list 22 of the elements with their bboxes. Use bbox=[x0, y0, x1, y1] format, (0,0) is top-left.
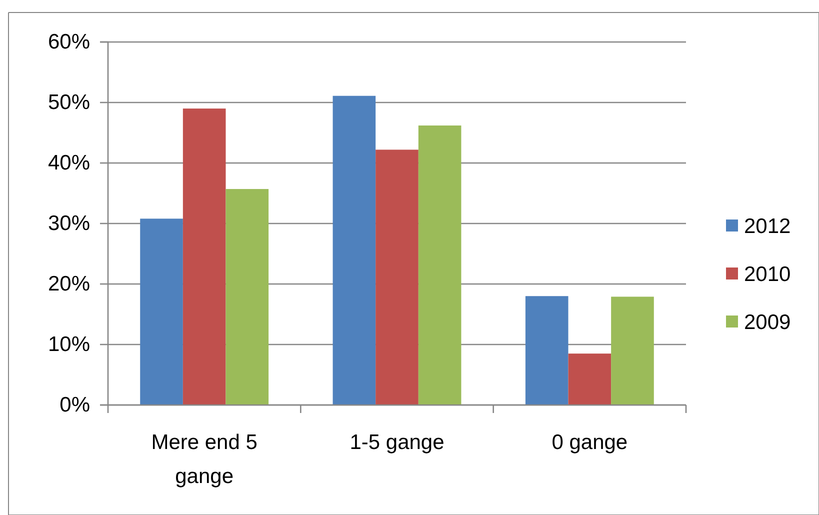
bar bbox=[376, 150, 418, 405]
y-tick-label: 20% bbox=[48, 272, 90, 296]
x-tick-label: 0 gange bbox=[552, 431, 628, 454]
y-tick-label: 0% bbox=[60, 394, 90, 417]
bar bbox=[568, 354, 612, 405]
x-tick-label: 1-5 gange bbox=[350, 431, 444, 454]
y-tick-label: 30% bbox=[48, 212, 90, 236]
bar bbox=[332, 96, 376, 405]
legend-label: 2012 bbox=[744, 214, 791, 238]
legend-label: 2010 bbox=[744, 262, 791, 286]
y-tick-label: 60% bbox=[48, 30, 90, 54]
bar bbox=[182, 108, 226, 405]
bar bbox=[226, 189, 269, 405]
legend-label: 2009 bbox=[744, 310, 791, 334]
bar bbox=[140, 218, 183, 405]
y-tick-label: 10% bbox=[48, 333, 90, 356]
bar bbox=[611, 296, 654, 405]
bar bbox=[525, 296, 568, 405]
x-tick-label: Mere end 5 gange bbox=[151, 431, 258, 488]
y-tick-label: 40% bbox=[48, 152, 90, 175]
y-tick-label: 50% bbox=[48, 91, 90, 114]
bar bbox=[418, 125, 462, 405]
